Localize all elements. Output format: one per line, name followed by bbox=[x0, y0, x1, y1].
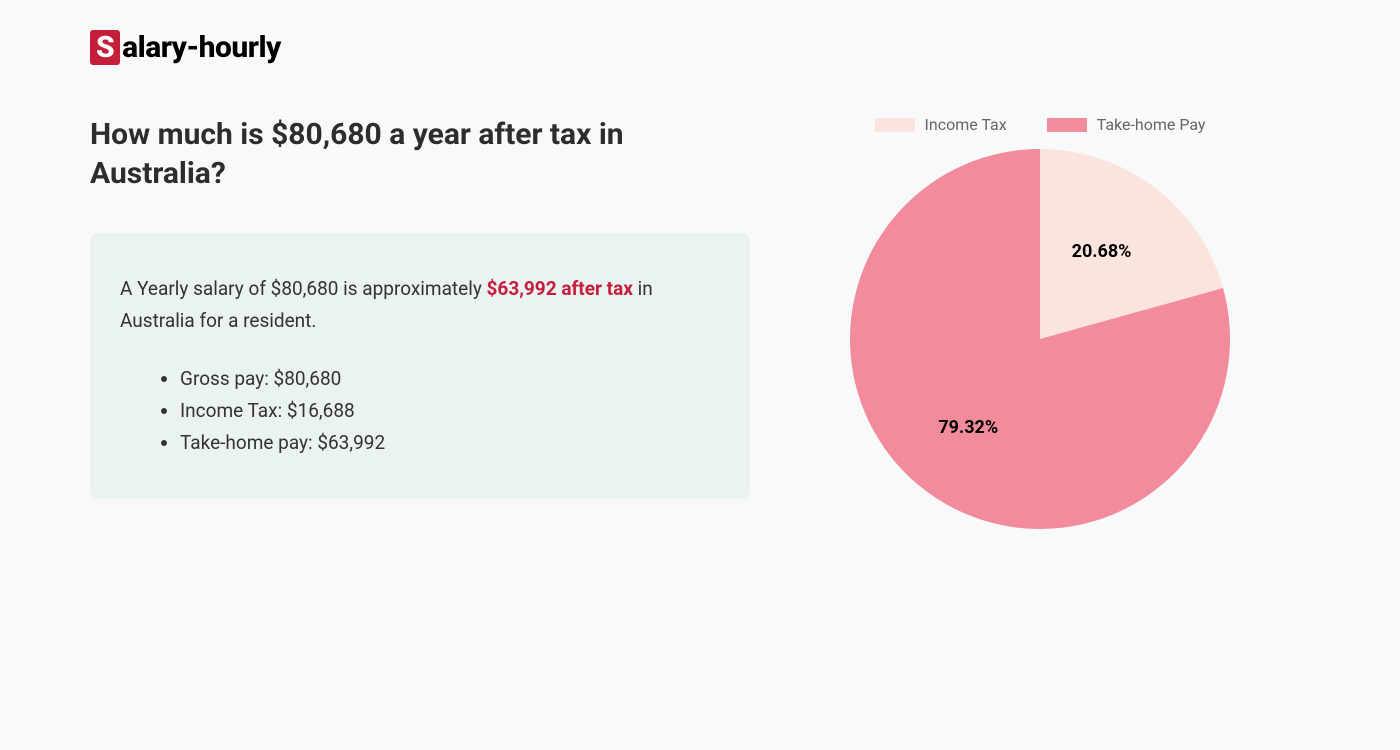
left-column: How much is $80,680 a year after tax in … bbox=[90, 115, 750, 529]
summary-list: Gross pay: $80,680 Income Tax: $16,688 T… bbox=[120, 363, 720, 460]
summary-paragraph: A Yearly salary of $80,680 is approximat… bbox=[120, 273, 720, 338]
summary-box: A Yearly salary of $80,680 is approximat… bbox=[90, 233, 750, 499]
list-item: Gross pay: $80,680 bbox=[180, 363, 720, 395]
legend-swatch-takehome bbox=[1047, 118, 1087, 132]
list-item: Income Tax: $16,688 bbox=[180, 395, 720, 427]
legend-item-tax: Income Tax bbox=[875, 115, 1007, 134]
pie-label-takehome: 79.32% bbox=[938, 417, 998, 438]
logo-rest: alary-hourly bbox=[122, 30, 281, 65]
legend-label-tax: Income Tax bbox=[925, 115, 1007, 134]
legend-swatch-tax bbox=[875, 118, 915, 132]
site-logo: Salary-hourly bbox=[90, 30, 1310, 65]
pie-label-tax: 20.68% bbox=[1072, 241, 1132, 262]
summary-before: A Yearly salary of $80,680 is approximat… bbox=[120, 277, 487, 300]
chart-legend: Income Tax Take-home Pay bbox=[830, 115, 1250, 134]
legend-label-takehome: Take-home Pay bbox=[1097, 115, 1206, 134]
logo-s-box: S bbox=[90, 30, 120, 65]
list-item: Take-home pay: $63,992 bbox=[180, 427, 720, 459]
legend-item-takehome: Take-home Pay bbox=[1047, 115, 1206, 134]
right-column: Income Tax Take-home Pay 20.68% 79.32% bbox=[830, 115, 1250, 529]
pie-svg bbox=[850, 149, 1230, 529]
content-row: How much is $80,680 a year after tax in … bbox=[90, 115, 1310, 529]
summary-highlight: $63,992 after tax bbox=[487, 277, 633, 300]
pie-chart: 20.68% 79.32% bbox=[850, 149, 1230, 529]
page-title: How much is $80,680 a year after tax in … bbox=[90, 115, 750, 193]
